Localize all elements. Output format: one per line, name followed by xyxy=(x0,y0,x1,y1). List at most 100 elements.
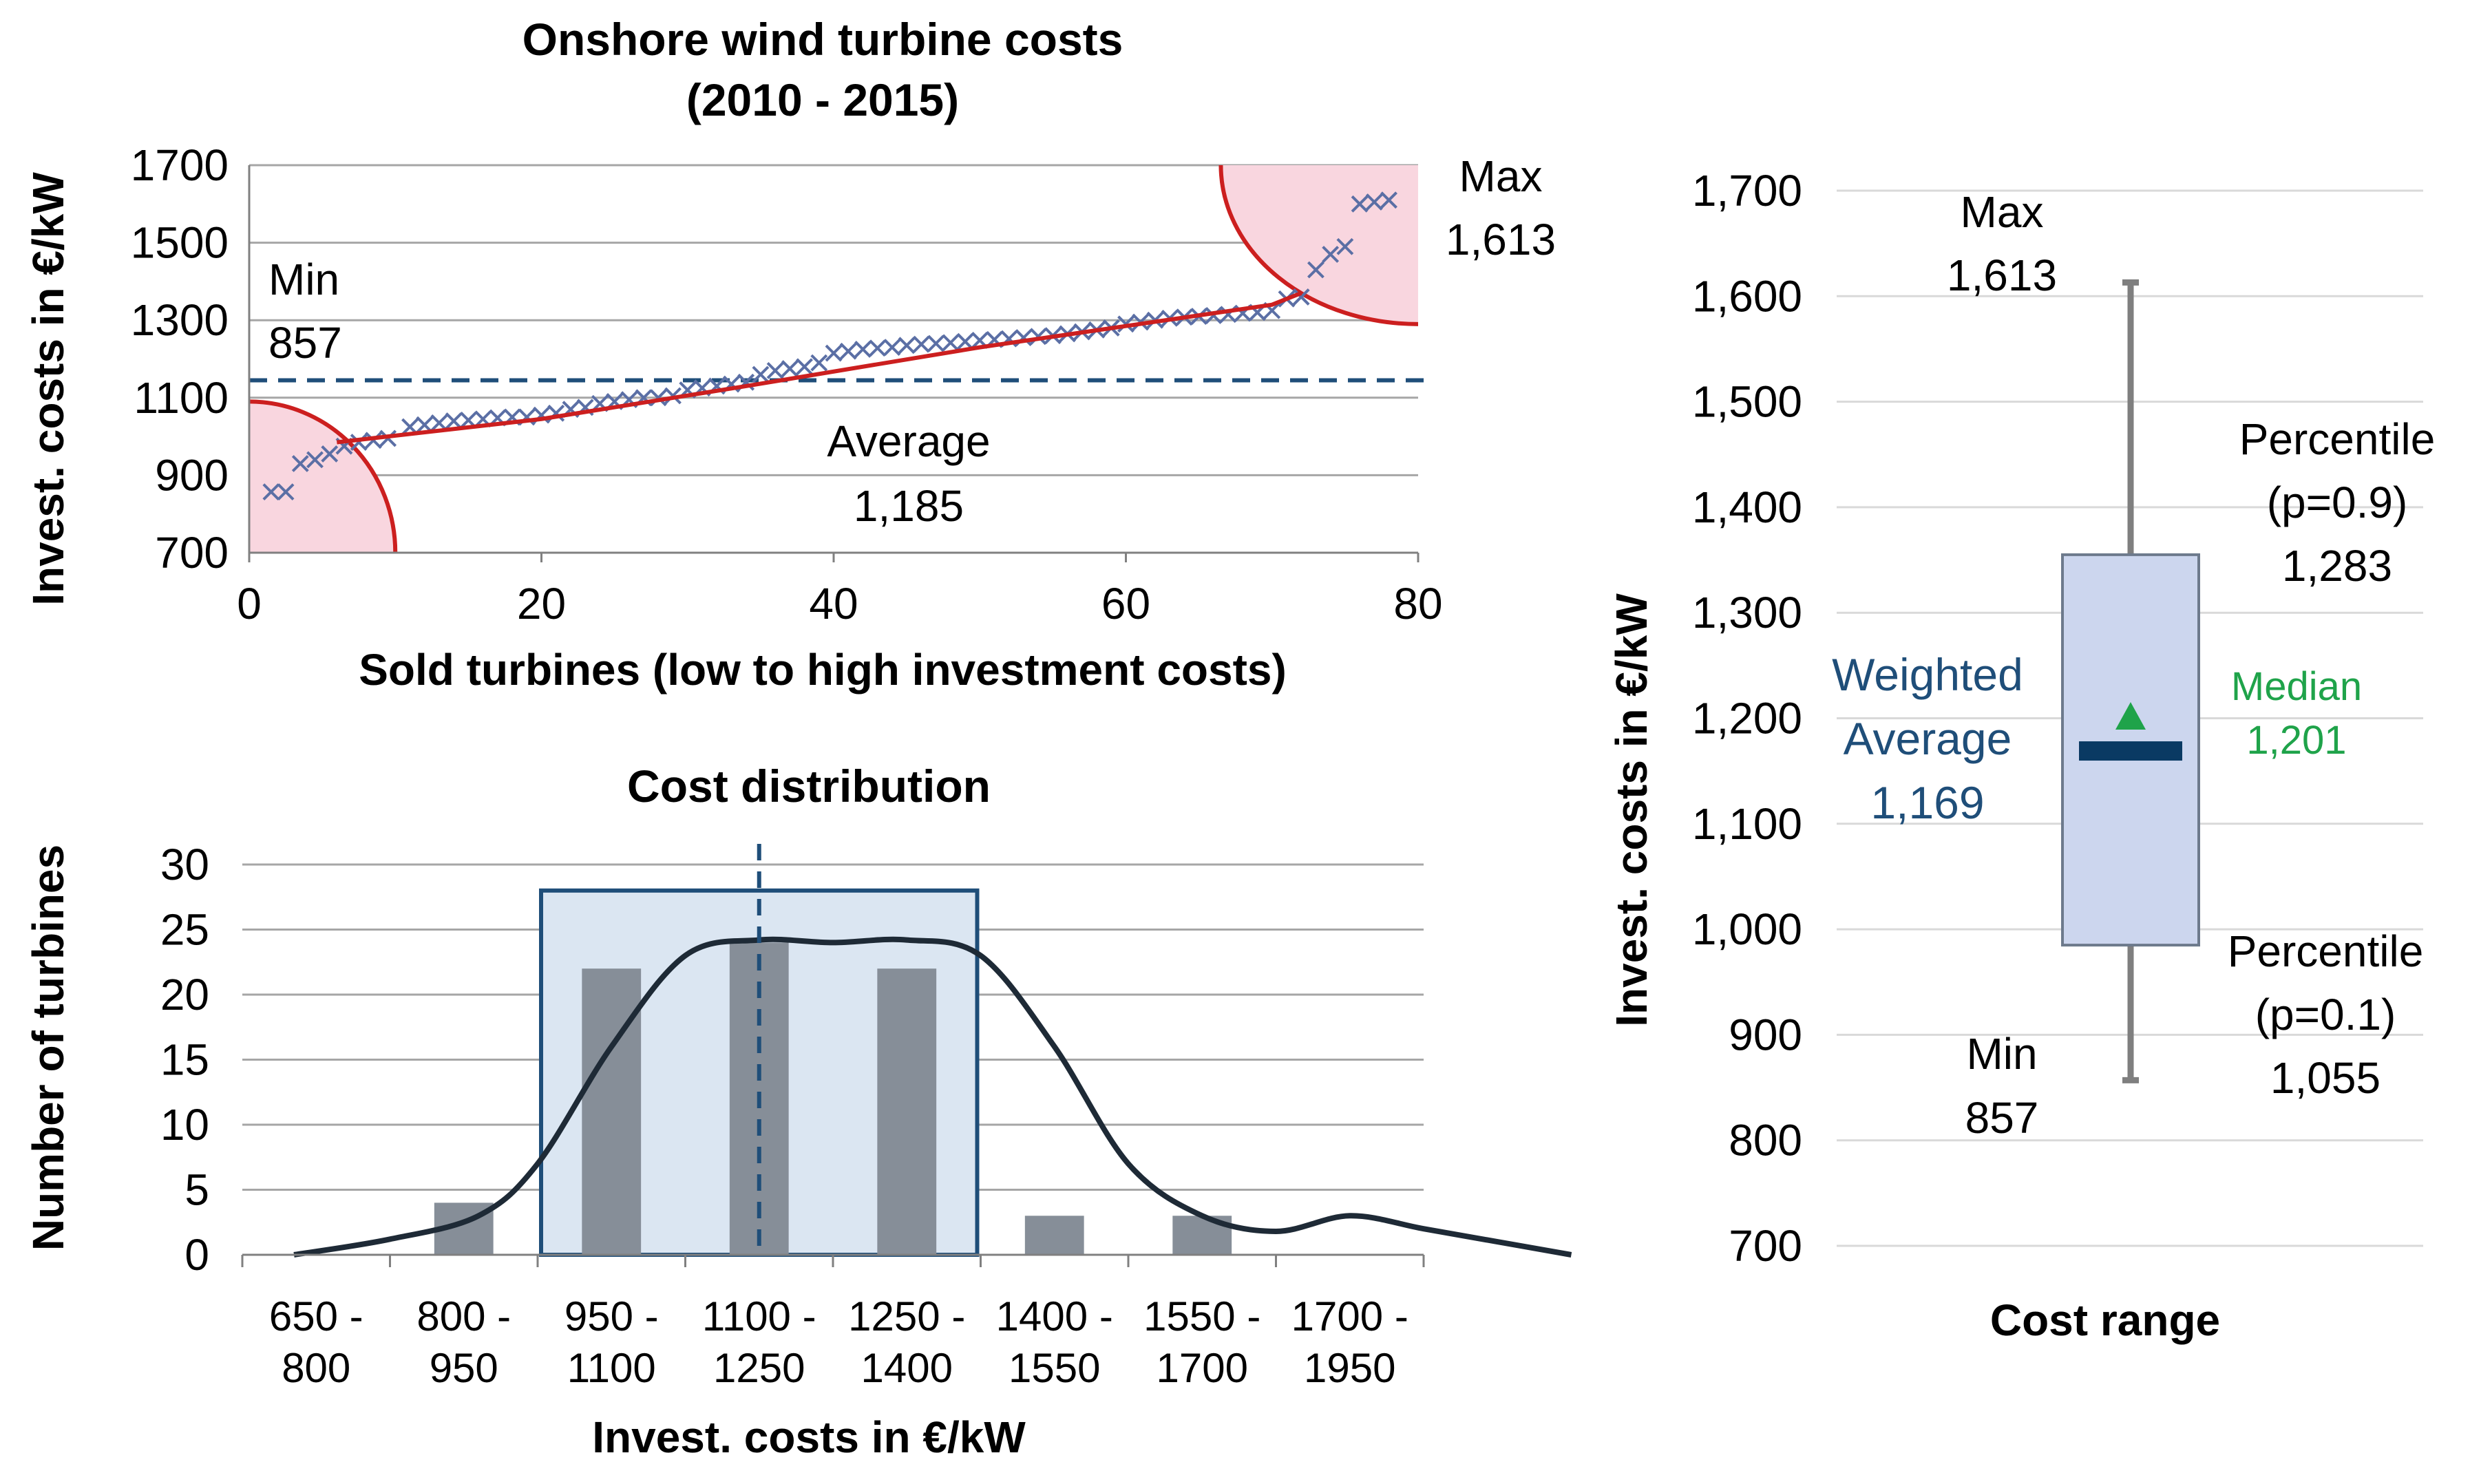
scatter-point xyxy=(927,335,944,352)
box-plot-p10-value: 1,055 xyxy=(2270,1053,2381,1103)
scatter-title: Onshore wind turbine costs xyxy=(522,14,1123,65)
box-plot-median-marker xyxy=(2115,701,2146,730)
scatter-gridlines xyxy=(249,164,1418,476)
box-plot-p10-sub: (p=0.1) xyxy=(2255,990,2396,1039)
box-plot-y-tick: 900 xyxy=(1729,1010,1802,1059)
scatter-min-value: 857 xyxy=(268,318,342,368)
box-plot-y-tick: 800 xyxy=(1729,1116,1802,1165)
box-plot-min-value: 857 xyxy=(1965,1093,2039,1143)
histogram-category-label-top: 1400 - xyxy=(996,1293,1113,1339)
scatter-point xyxy=(364,432,382,449)
histogram-category-label-bottom: 950 xyxy=(430,1345,498,1391)
box-plot-p10-label: Percentile xyxy=(2228,926,2424,976)
histogram-title: Cost distribution xyxy=(627,761,991,812)
box-plot-chart: 700 800 900 1,000 1,100 1,200 1,300 1,400 1,500 1… xyxy=(1607,166,2435,1345)
histogram-category-label-top: 1550 - xyxy=(1143,1293,1260,1339)
scatter-x-tick: 20 xyxy=(517,579,566,628)
scatter-point xyxy=(445,412,463,430)
scatter-x-label: Sold turbines (low to high investment co… xyxy=(359,645,1287,695)
scatter-point xyxy=(291,455,309,472)
scatter-point xyxy=(839,342,857,360)
histogram-category-label-bottom: 1550 xyxy=(1009,1345,1100,1391)
box-plot-y-tick: 1,600 xyxy=(1692,271,1802,321)
box-plot-y-tick: 1,200 xyxy=(1692,694,1802,743)
scatter-point xyxy=(1365,193,1383,211)
histogram-y-tick: 30 xyxy=(160,840,209,889)
scatter-point xyxy=(1322,246,1340,263)
scatter-y-tick: 1700 xyxy=(131,140,229,190)
scatter-min-label: Min xyxy=(268,255,339,304)
box-plot-max-label: Max xyxy=(1961,187,2044,237)
histogram-category-label-top: 650 - xyxy=(269,1293,363,1339)
histogram-category-label-top: 800 - xyxy=(416,1293,511,1339)
box-plot-y-tick: 1,100 xyxy=(1692,799,1802,849)
box-plot-max-value: 1,613 xyxy=(1947,251,2057,300)
histogram-y-tick: 10 xyxy=(160,1100,209,1149)
scatter-point xyxy=(1336,237,1354,255)
histogram-y-tick: 5 xyxy=(184,1165,209,1215)
box-plot-y-label: Invest. costs in €/kW xyxy=(1607,593,1656,1027)
histogram-x-ticks: 650 - 800 800 - 950 950 - 1100 1100 - 1250 1250 … xyxy=(241,1255,1425,1391)
histogram-bar xyxy=(582,968,642,1255)
box-plot-y-tick: 1,400 xyxy=(1692,483,1802,532)
histogram-y-tick: 20 xyxy=(160,970,209,1019)
box-plot-median-label: Median xyxy=(2231,664,2362,709)
scatter-y-tick: 1500 xyxy=(131,218,229,268)
scatter-point xyxy=(1351,195,1369,213)
box-plot-weighted-average-label-2: Average xyxy=(1844,713,2012,764)
scatter-y-tick: 1300 xyxy=(131,295,229,345)
histogram-distribution-curve xyxy=(293,936,1572,1258)
box-plot-y-tick: 1,700 xyxy=(1692,166,1802,215)
histogram-category-label-bottom: 1100 xyxy=(567,1345,656,1391)
scatter-point xyxy=(1292,288,1310,306)
scatter-y-tick: 900 xyxy=(155,450,229,500)
histogram-category-label-bottom: 1700 xyxy=(1157,1345,1248,1391)
scatter-point xyxy=(752,365,770,383)
histogram-chart: Cost distribution 0 5 10 15 20 25 30 650 - 800 8… xyxy=(23,761,1572,1462)
scatter-y-tick: 700 xyxy=(155,528,229,577)
histogram-category-label-bottom: 1950 xyxy=(1304,1345,1395,1391)
scatter-point xyxy=(430,414,448,432)
box-plot-x-label: Cost range xyxy=(1990,1295,2220,1345)
box-plot-y-tick: 1,300 xyxy=(1692,588,1802,637)
box-plot-y-tick: 700 xyxy=(1729,1221,1802,1271)
histogram-category-label-top: 1250 - xyxy=(848,1293,965,1339)
scatter-point xyxy=(781,360,799,377)
scatter-point xyxy=(898,337,916,354)
box-plot-min-label: Min xyxy=(1966,1029,2037,1079)
scatter-point xyxy=(1380,191,1397,209)
histogram-bar xyxy=(877,968,937,1255)
scatter-point xyxy=(321,445,339,463)
scatter-highlight-regions xyxy=(249,165,1418,553)
histogram-category-label-top: 1100 - xyxy=(702,1293,816,1339)
scatter-point xyxy=(956,332,974,350)
histogram-y-label: Number of turbines xyxy=(23,845,73,1251)
scatter-x-tick: 40 xyxy=(809,579,858,628)
histogram-x-label: Invest. costs in €/kW xyxy=(592,1412,1026,1462)
box-plot-weighted-average-label-1: Weighted xyxy=(1832,649,2023,700)
box-plot-y-tick: 1,500 xyxy=(1692,377,1802,427)
scatter-point xyxy=(1307,261,1324,279)
box-plot-y-tick: 1,000 xyxy=(1692,904,1802,954)
scatter-point xyxy=(810,354,828,372)
scatter-point xyxy=(306,451,324,469)
box-plot-weighted-average-bar xyxy=(2079,741,2182,761)
scatter-point xyxy=(854,341,872,358)
scatter-point xyxy=(869,339,887,357)
scatter-point xyxy=(262,483,280,501)
scatter-point xyxy=(883,339,901,357)
scatter-x-tick: 0 xyxy=(237,579,262,628)
scatter-chart: Onshore wind turbine costs (2010 - 2015)… xyxy=(23,14,1556,695)
scatter-y-ticks: 700 900 1100 1300 1500 1700 xyxy=(131,140,229,577)
histogram-y-tick: 0 xyxy=(184,1230,209,1280)
scatter-point xyxy=(277,483,295,501)
scatter-point xyxy=(912,335,930,353)
scatter-trend-line xyxy=(337,291,1302,445)
scatter-highlight-group xyxy=(249,165,1418,553)
histogram-y-tick: 15 xyxy=(160,1035,209,1085)
box-plot-median-value: 1,201 xyxy=(2246,718,2346,763)
scatter-x-tick: 60 xyxy=(1101,579,1150,628)
histogram-y-ticks: 0 5 10 15 20 25 30 xyxy=(160,840,209,1280)
histogram-bar xyxy=(1024,1216,1084,1255)
scatter-point xyxy=(825,344,843,362)
